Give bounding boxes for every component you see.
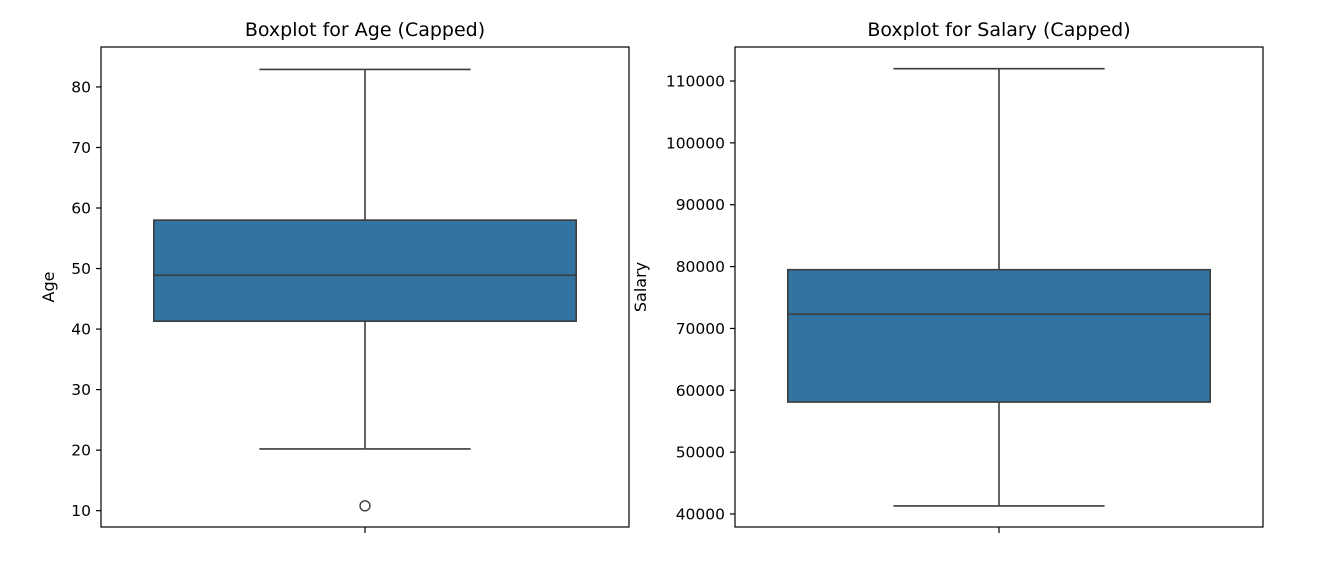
salary-iqr-box <box>786 268 1211 403</box>
age-y-tick-label: 40 <box>71 321 91 339</box>
age-plot-frame <box>100 46 630 528</box>
age-y-axis-label: Age <box>39 272 58 303</box>
salary-y-tick-label: 60000 <box>676 382 725 400</box>
age-y-tick-label: 50 <box>71 260 91 278</box>
salary-y-tick-label: 50000 <box>676 444 725 462</box>
salary-y-tick-label: 40000 <box>676 506 725 524</box>
age-y-tick-label: 10 <box>71 502 91 520</box>
salary-y-tick-label: 80000 <box>676 258 725 276</box>
age-y-tick-label: 60 <box>71 200 91 218</box>
age-iqr-box <box>153 219 577 322</box>
age-y-tick-label: 70 <box>71 139 91 157</box>
salary-boxplot-panel: Boxplot for Salary (Capped) Salary 40000 50… <box>631 19 1264 533</box>
age-outlier-point <box>359 500 371 512</box>
age-y-tick-label: 20 <box>71 442 91 460</box>
age-y-tick-label: 30 <box>71 381 91 399</box>
salary-y-axis-label: Salary <box>631 262 650 312</box>
salary-chart-title: Boxplot for Salary (Capped) <box>867 19 1130 41</box>
salary-y-tick-label: 100000 <box>666 134 725 152</box>
age-boxplot-panel: Boxplot for Age (Capped) Age 10 20 30 40 50 60 7… <box>39 19 630 533</box>
age-chart-title: Boxplot for Age (Capped) <box>245 19 485 41</box>
age-y-tick-label: 80 <box>71 78 91 96</box>
salary-y-tick-label: 90000 <box>676 196 725 214</box>
salary-plot-frame <box>734 46 1264 528</box>
salary-y-tick-label: 110000 <box>666 73 725 91</box>
salary-y-tick-label: 70000 <box>676 320 725 338</box>
